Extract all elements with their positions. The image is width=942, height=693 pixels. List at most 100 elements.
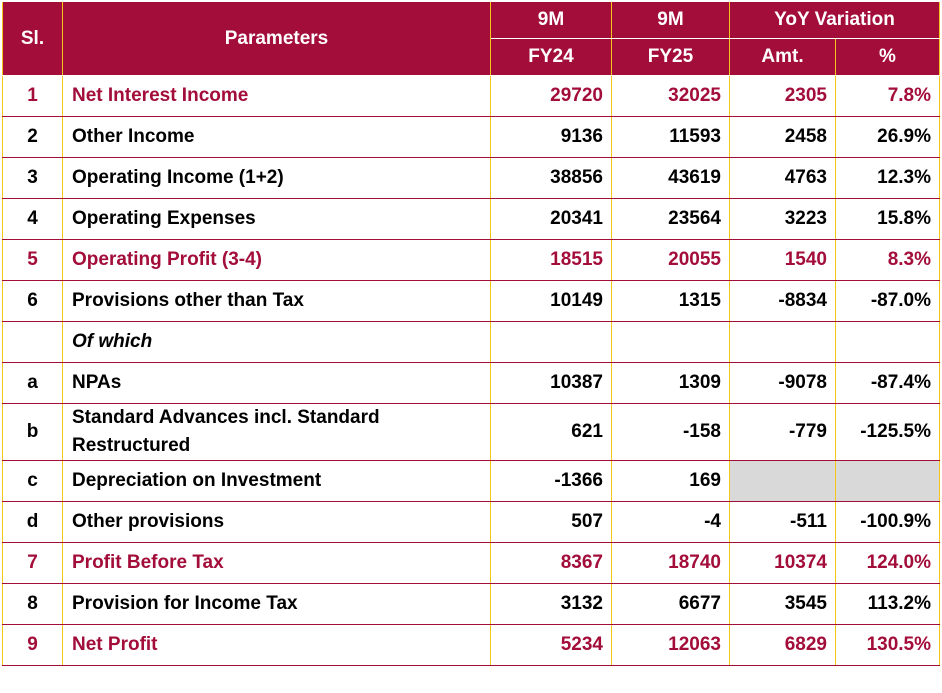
row-parameter: Provisions other than Tax bbox=[62, 280, 491, 322]
row-fy25: 18740 bbox=[611, 542, 730, 584]
row-pct bbox=[834, 321, 941, 363]
row-fy25: 23564 bbox=[611, 198, 730, 240]
header-row-top: Sl. Parameters 9M 9M YoY Variation bbox=[2, 2, 941, 76]
row-parameter: Other Income bbox=[62, 116, 491, 158]
row-sl: c bbox=[2, 460, 63, 502]
row-fy25: -158 bbox=[611, 403, 730, 461]
row-fy24: 18515 bbox=[490, 239, 612, 281]
row-pct: 113.2% bbox=[834, 583, 941, 625]
row-pct: 8.3% bbox=[834, 239, 941, 281]
row-fy25: 169 bbox=[611, 460, 730, 502]
header-fy24-top: 9M bbox=[490, 2, 612, 39]
header-amt: Amt. bbox=[729, 38, 836, 76]
row-sl: d bbox=[2, 501, 63, 543]
row-fy25: 20055 bbox=[611, 239, 730, 281]
row-pct: 7.8% bbox=[834, 75, 941, 117]
row-pct: 12.3% bbox=[834, 157, 941, 199]
header-pct: % bbox=[834, 38, 941, 76]
row-fy24: 9136 bbox=[490, 116, 612, 158]
row-parameter: Depreciation on Investment bbox=[62, 460, 491, 502]
row-pct: 130.5% bbox=[834, 624, 941, 666]
table-row: 9 Net Profit 5234 12063 6829 130.5% bbox=[2, 624, 941, 666]
table-row: 5 Operating Profit (3-4) 18515 20055 154… bbox=[2, 239, 941, 281]
row-parameter: Operating Expenses bbox=[62, 198, 491, 240]
row-parameter-line1: Standard Advances incl. Standard bbox=[72, 407, 380, 428]
row-fy24: 621 bbox=[490, 403, 612, 461]
row-parameter: Net Profit bbox=[62, 624, 491, 666]
row-parameter: Standard Advances incl. Standard Restruct… bbox=[62, 403, 491, 461]
row-amt: 2305 bbox=[729, 75, 836, 117]
row-sl: 9 bbox=[2, 624, 63, 666]
row-sl: 2 bbox=[2, 116, 63, 158]
row-fy24: 38856 bbox=[490, 157, 612, 199]
row-fy24: 20341 bbox=[490, 198, 612, 240]
row-fy24: 10387 bbox=[490, 362, 612, 404]
table-row: a NPAs 10387 1309 -9078 -87.4% bbox=[2, 362, 941, 404]
header-parameters: Parameters bbox=[62, 2, 491, 76]
header-fy25-bottom: FY25 bbox=[611, 38, 730, 76]
row-fy25: 1315 bbox=[611, 280, 730, 322]
row-fy25: 1309 bbox=[611, 362, 730, 404]
table-header: Sl. Parameters 9M 9M YoY Variation FY24 … bbox=[2, 2, 941, 76]
row-sl: 3 bbox=[2, 157, 63, 199]
row-amt bbox=[729, 321, 836, 363]
row-sl: a bbox=[2, 362, 63, 404]
row-amt: 1540 bbox=[729, 239, 836, 281]
row-fy24: 507 bbox=[490, 501, 612, 543]
row-amt: 10374 bbox=[729, 542, 836, 584]
row-pct: 15.8% bbox=[834, 198, 941, 240]
row-pct-empty bbox=[834, 460, 941, 502]
row-fy25: 6677 bbox=[611, 583, 730, 625]
row-fy24: 5234 bbox=[490, 624, 612, 666]
row-amt: -511 bbox=[729, 501, 836, 543]
row-fy24: 10149 bbox=[490, 280, 612, 322]
row-sl: b bbox=[2, 403, 63, 461]
row-fy25: 32025 bbox=[611, 75, 730, 117]
row-fy25: 12063 bbox=[611, 624, 730, 666]
row-fy25: 11593 bbox=[611, 116, 730, 158]
financial-results-table: Sl. Parameters 9M 9M YoY Variation FY24 … bbox=[2, 2, 941, 666]
row-sl: 6 bbox=[2, 280, 63, 322]
row-pct: 124.0% bbox=[834, 542, 941, 584]
row-parameter: Provision for Income Tax bbox=[62, 583, 491, 625]
table-row: 4 Operating Expenses 20341 23564 3223 15… bbox=[2, 198, 941, 240]
row-amt: 3223 bbox=[729, 198, 836, 240]
row-sl: 8 bbox=[2, 583, 63, 625]
row-fy25: -4 bbox=[611, 501, 730, 543]
row-parameter: Operating Income (1+2) bbox=[62, 157, 491, 199]
table-row: 1 Net Interest Income 29720 32025 2305 7… bbox=[2, 75, 941, 117]
row-pct: 26.9% bbox=[834, 116, 941, 158]
row-pct: -100.9% bbox=[834, 501, 941, 543]
row-fy24: 8367 bbox=[490, 542, 612, 584]
row-pct: -125.5% bbox=[834, 403, 941, 461]
row-sl bbox=[2, 321, 63, 363]
row-parameter: NPAs bbox=[62, 362, 491, 404]
row-fy25 bbox=[611, 321, 730, 363]
row-sl: 4 bbox=[2, 198, 63, 240]
table-row: 3 Operating Income (1+2) 38856 43619 476… bbox=[2, 157, 941, 199]
header-sl: Sl. bbox=[2, 2, 63, 76]
table-row: 7 Profit Before Tax 8367 18740 10374 124… bbox=[2, 542, 941, 584]
row-parameter-line2: Restructured bbox=[72, 435, 191, 456]
header-fy24-bottom: FY24 bbox=[490, 38, 612, 76]
row-pct: -87.4% bbox=[834, 362, 941, 404]
table-row: d Other provisions 507 -4 -511 -100.9% bbox=[2, 501, 941, 543]
row-fy25: 43619 bbox=[611, 157, 730, 199]
row-sl: 1 bbox=[2, 75, 63, 117]
row-fy24 bbox=[490, 321, 612, 363]
table-row: 6 Provisions other than Tax 10149 1315 -… bbox=[2, 280, 941, 322]
row-amt: -8834 bbox=[729, 280, 836, 322]
table-body: 1 Net Interest Income 29720 32025 2305 7… bbox=[2, 75, 941, 666]
table-row-subheading: Of which bbox=[2, 321, 941, 363]
row-fy24: -1366 bbox=[490, 460, 612, 502]
row-parameter: Other provisions bbox=[62, 501, 491, 543]
row-amt: -9078 bbox=[729, 362, 836, 404]
row-amt-empty bbox=[729, 460, 836, 502]
row-parameter: Net Interest Income bbox=[62, 75, 491, 117]
header-row-bottom: FY24 FY25 Amt. % bbox=[3, 38, 941, 76]
row-amt: 4763 bbox=[729, 157, 836, 199]
row-fy24: 29720 bbox=[490, 75, 612, 117]
header-fy25-top: 9M bbox=[611, 2, 730, 39]
header-yoy-variation: YoY Variation bbox=[728, 2, 941, 39]
table-row: b Standard Advances incl. Standard Restru… bbox=[2, 403, 941, 461]
